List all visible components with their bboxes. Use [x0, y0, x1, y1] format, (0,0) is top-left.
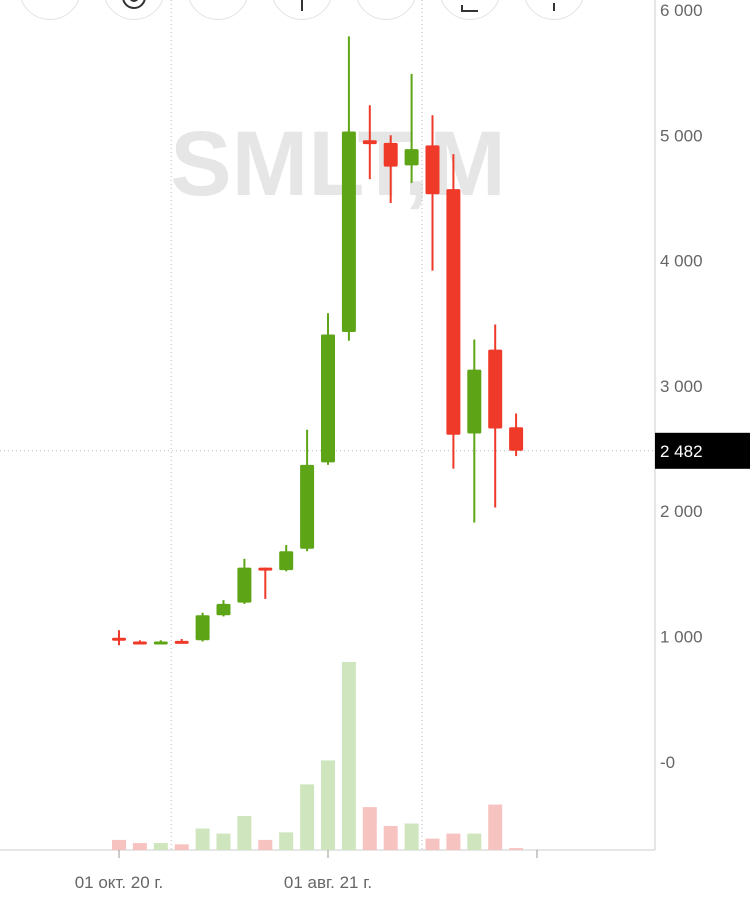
volume-bar	[132, 843, 147, 850]
candle-body	[195, 615, 210, 641]
candle-body	[467, 369, 482, 434]
candle-body	[509, 427, 524, 451]
volume-bar	[112, 839, 126, 850]
candle-body	[258, 567, 273, 571]
candle-body	[153, 641, 168, 645]
candle-body	[488, 349, 503, 429]
volume-bar	[425, 838, 440, 850]
candle-body	[132, 641, 147, 645]
candle-body	[362, 140, 377, 145]
y-tick-label: 4 000	[660, 252, 703, 271]
volume-bar	[404, 823, 419, 850]
candle-body	[279, 551, 294, 571]
line-icon	[301, 0, 303, 11]
candle-body	[383, 142, 398, 167]
candle-body	[174, 640, 189, 644]
tool-button-7[interactable]	[523, 0, 585, 20]
candle-body	[216, 603, 231, 616]
volume-bar	[300, 784, 315, 850]
y-tick-label: -0	[660, 753, 675, 772]
volume-bar	[383, 826, 398, 850]
volume-bar	[341, 662, 356, 850]
square-icon	[461, 5, 478, 12]
volume-bar	[467, 833, 482, 850]
y-tick-label: 3 000	[660, 377, 703, 396]
volume-bar	[279, 832, 294, 850]
candle-body	[341, 131, 356, 333]
volume-bar	[446, 833, 461, 850]
volume-bar	[237, 815, 252, 850]
volume-bar	[216, 833, 231, 850]
candle-body	[300, 464, 315, 549]
candle-body	[237, 567, 252, 603]
volume-bar	[488, 804, 503, 850]
y-tick-label: 6 000	[660, 1, 703, 20]
y-tick-label: 1 000	[660, 628, 703, 647]
x-tick-label: 01 авг. 21 г.	[284, 873, 372, 892]
volume-bar	[509, 848, 524, 850]
last-price-label: 2 482	[660, 442, 703, 461]
y-tick-label: 2 000	[660, 502, 703, 521]
gear-icon	[122, 0, 146, 9]
volume-bar	[195, 828, 210, 850]
candle-body	[425, 145, 440, 195]
volume-bar	[321, 760, 335, 850]
volume-bar	[153, 843, 168, 850]
candle-body	[446, 189, 461, 435]
volume-bar	[362, 807, 377, 850]
volume-bar	[258, 839, 273, 850]
candle-body	[321, 334, 335, 463]
candle-body	[404, 149, 419, 166]
x-tick-label: 01 окт. 20 г.	[75, 873, 164, 892]
line-icon	[553, 3, 555, 11]
volume-bar	[174, 844, 189, 850]
y-tick-label: 5 000	[660, 126, 703, 145]
candle-body	[112, 637, 126, 641]
last-price-tag	[655, 432, 750, 469]
